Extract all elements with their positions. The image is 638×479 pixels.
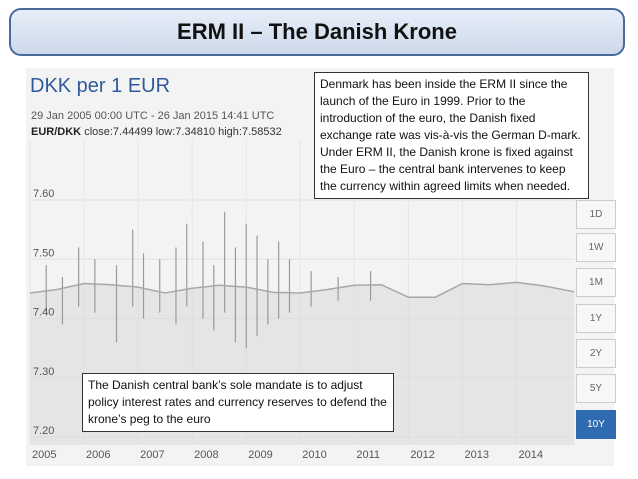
y-tick-label: 7.30 xyxy=(33,366,54,378)
range-button-1w[interactable]: 1W xyxy=(576,233,616,262)
chart-date-range: 29 Jan 2005 00:00 UTC - 26 Jan 2015 14:4… xyxy=(31,110,275,122)
note-central-bank-mandate: The Danish central bank’s sole mandate i… xyxy=(82,373,394,432)
chart-stats: EUR/DKK close:7.44499 low:7.34810 high:7… xyxy=(31,126,282,138)
slide-title-box: ERM II – The Danish Krone xyxy=(9,8,625,56)
range-button-1m[interactable]: 1M xyxy=(576,268,616,297)
x-tick-label: 2005 xyxy=(32,449,56,461)
x-tick-label: 2007 xyxy=(140,449,164,461)
slide-title: ERM II – The Danish Krone xyxy=(177,19,457,44)
chart-stats-values: close:7.44499 low:7.34810 high:7.58532 xyxy=(84,126,282,138)
range-button-1d[interactable]: 1D xyxy=(576,200,616,229)
y-tick-label: 7.50 xyxy=(33,247,54,259)
chart-pair: EUR/DKK xyxy=(31,126,82,138)
range-button-5y[interactable]: 5Y xyxy=(576,374,616,403)
x-tick-label: 2009 xyxy=(248,449,272,461)
x-tick-label: 2013 xyxy=(464,449,488,461)
range-button-2y[interactable]: 2Y xyxy=(576,339,616,368)
y-axis-ticks: 7.60 7.50 7.40 7.30 7.20 xyxy=(33,188,54,437)
range-button-1y[interactable]: 1Y xyxy=(576,304,616,333)
chart-title: DKK per 1 EUR xyxy=(30,75,171,97)
x-tick-label: 2011 xyxy=(356,449,380,461)
note-erm-history: Denmark has been inside the ERM II since… xyxy=(314,72,589,199)
x-tick-label: 2012 xyxy=(410,449,434,461)
y-tick-label: 7.40 xyxy=(33,307,54,319)
x-tick-label: 2008 xyxy=(194,449,218,461)
x-axis-ticks: 2005 2006 2007 2008 2009 2010 2011 2012 2013 2014 xyxy=(32,449,543,461)
range-button-10y[interactable]: 10Y xyxy=(576,410,616,439)
x-tick-label: 2010 xyxy=(302,449,326,461)
x-tick-label: 2006 xyxy=(86,449,110,461)
y-tick-label: 7.60 xyxy=(33,188,54,200)
series-line xyxy=(29,281,575,298)
y-tick-label: 7.20 xyxy=(33,425,54,437)
x-tick-label: 2014 xyxy=(519,449,543,461)
